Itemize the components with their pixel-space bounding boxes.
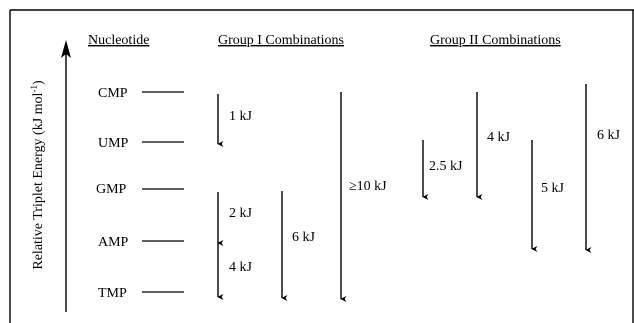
arrow-label-1kj: 1 kJ	[229, 109, 253, 124]
nucleotide-label-amp: AMP	[98, 235, 129, 250]
nucleotide-label-gmp: GMP	[96, 182, 127, 197]
arrow-label-6kj-g1: 6 kJ	[292, 230, 316, 245]
nucleotide-label-cmp: CMP	[98, 86, 128, 101]
arrow-label-2kj: 2 kJ	[229, 206, 253, 221]
group2-arrows: 2.5 kJ 4 kJ 5 kJ 6 kJ	[422, 84, 621, 253]
arrow-label-4kj: 4 kJ	[229, 260, 253, 275]
y-axis-arrowhead	[61, 40, 71, 58]
header-nucleotide: Nucleotide	[88, 33, 149, 48]
nucleotide-label-ump: UMP	[98, 136, 129, 151]
arrow-label-2-5kj: 2.5 kJ	[429, 159, 463, 174]
arrow-label-5kj: 5 kJ	[541, 181, 565, 196]
arrow-label-10kj: ≥10 kJ	[349, 179, 387, 194]
header-group2: Group II Combinations	[430, 33, 561, 48]
arrow-label-6kj-g2: 6 kJ	[597, 128, 621, 143]
nucleotide-label-tmp: TMP	[98, 286, 127, 301]
group1-arrows: 1 kJ 2 kJ 4 kJ 6 kJ ≥10 kJ	[217, 92, 387, 302]
nucleotide-levels: CMP UMP GMP AMP TMP	[96, 86, 184, 301]
arrow-label-4kj-g2: 4 kJ	[487, 130, 511, 145]
y-axis-label: Relative Triplet Energy (kJ mol-1)	[29, 80, 46, 270]
header-group1: Group I Combinations	[218, 33, 344, 48]
